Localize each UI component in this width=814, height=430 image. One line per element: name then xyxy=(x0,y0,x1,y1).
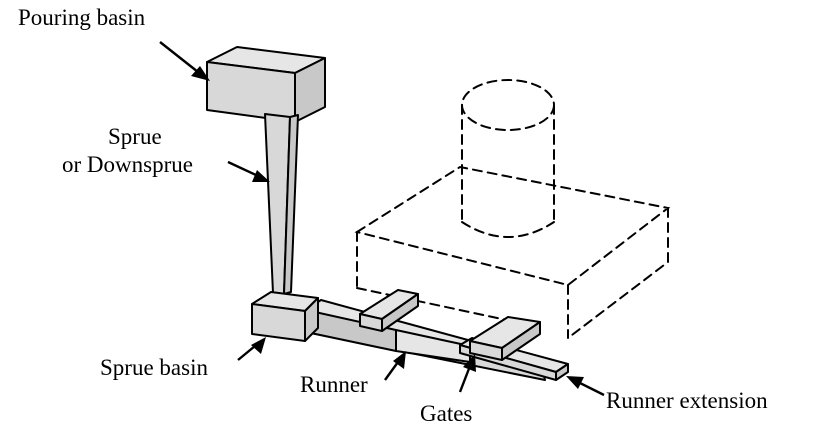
arrow-sprue xyxy=(227,160,270,182)
arrow-runner-extension xyxy=(566,376,605,397)
label-runner-extension: Runner extension xyxy=(606,388,768,413)
arrow-sprue-basin xyxy=(237,337,266,361)
casting-outline xyxy=(354,79,671,339)
arrow-gates xyxy=(458,354,476,393)
gate-left xyxy=(359,289,419,332)
label-pouring-basin: Pouring basin xyxy=(18,5,146,30)
label-downsprue: or Downsprue xyxy=(62,152,193,177)
gate-right xyxy=(469,316,541,361)
arrow-runner xyxy=(384,351,406,381)
sprue-basin xyxy=(251,291,319,342)
arrow-pouring-basin xyxy=(159,41,210,81)
pouring-basin xyxy=(206,46,326,123)
label-sprue: Sprue xyxy=(108,124,162,149)
label-runner: Runner xyxy=(300,372,368,397)
sprue xyxy=(264,113,299,295)
label-sprue-basin: Sprue basin xyxy=(100,355,208,380)
label-gates: Gates xyxy=(420,401,473,426)
leader-arrows xyxy=(159,41,605,397)
